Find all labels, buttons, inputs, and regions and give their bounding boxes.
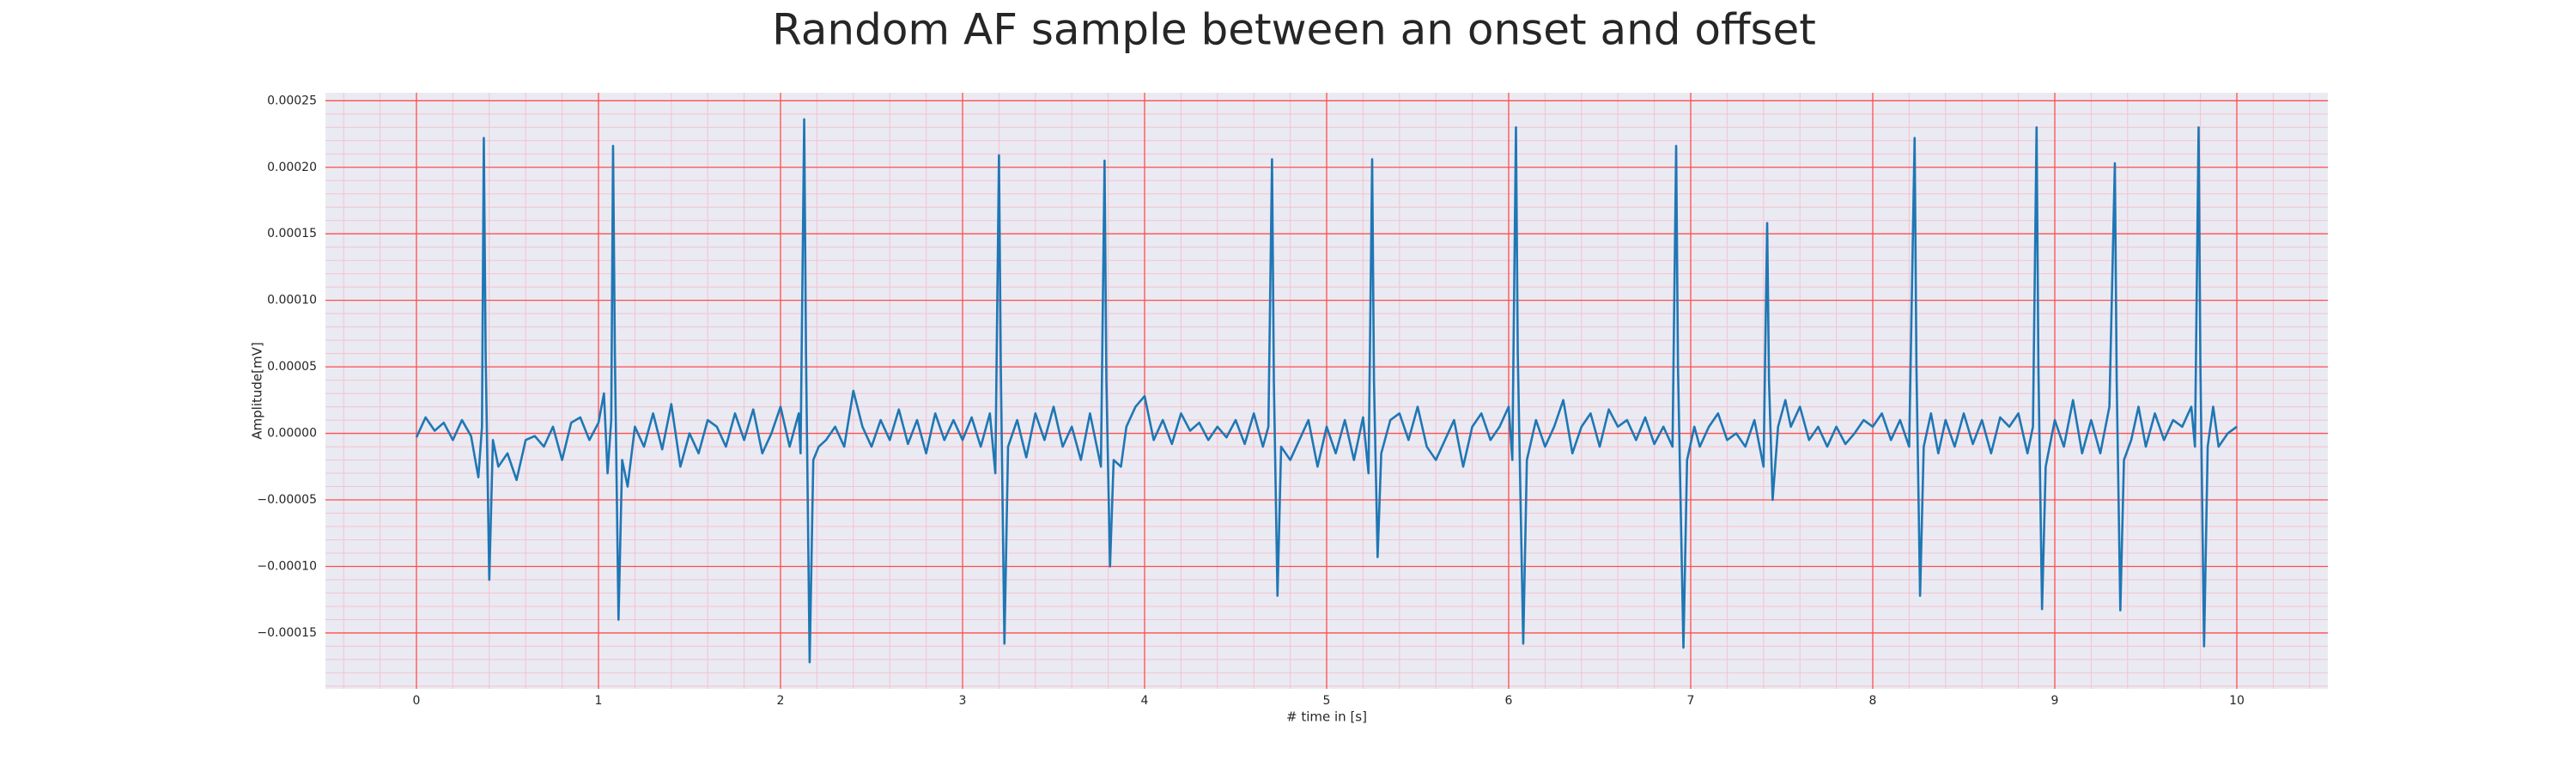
y-tick-label: 0.00025 (267, 94, 317, 107)
x-tick-label: 6 (1505, 694, 1513, 708)
x-tick-label: 3 (959, 694, 967, 708)
signal-line (415, 118, 2238, 664)
x-tick-label: 0 (413, 694, 421, 708)
y-axis-label: Amplitude[mV] (250, 342, 265, 439)
x-tick-label: 8 (1869, 694, 1877, 708)
x-tick-label: 5 (1323, 694, 1331, 708)
y-tick-label: 0.00015 (267, 227, 317, 240)
x-tick-label: 1 (595, 694, 603, 708)
y-tick-label: 0.00005 (267, 360, 317, 374)
x-tick-label: 2 (777, 694, 785, 708)
x-tick-label: 7 (1687, 694, 1695, 708)
y-tick-label: −0.00005 (257, 493, 317, 507)
x-axis-label: # time in [s] (1286, 709, 1367, 725)
x-tick-label: 10 (2229, 694, 2245, 708)
y-tick-label: −0.00015 (257, 626, 317, 640)
y-tick-label: 0.00010 (267, 294, 317, 307)
y-tick-label: 0.00020 (267, 161, 317, 174)
y-tick-label: 0.00000 (267, 427, 317, 441)
y-tick-label: −0.00010 (257, 559, 317, 573)
chart-title: Random AF sample between an onset and of… (772, 5, 1816, 55)
x-tick-label: 4 (1141, 694, 1149, 708)
x-tick-label: 9 (2051, 694, 2059, 708)
